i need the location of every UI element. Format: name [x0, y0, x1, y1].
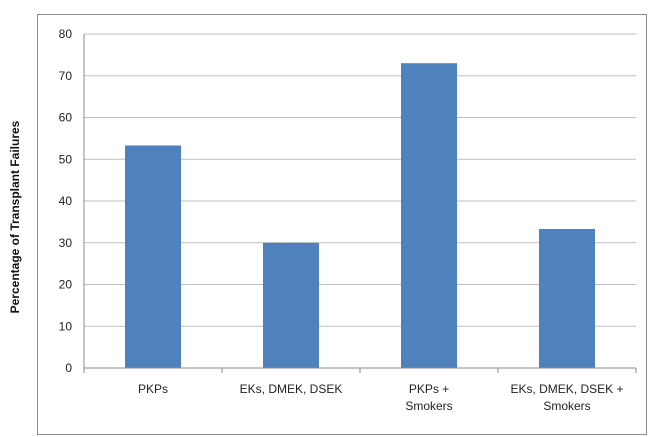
y-tick-labels: 0 10 20 30 40 50 60 70 80 [59, 27, 73, 375]
x-category-label: PKPs + [409, 382, 449, 396]
y-tick-label: 30 [59, 236, 73, 250]
bar [539, 228, 595, 368]
y-tick-label: 20 [59, 278, 73, 292]
x-category-label: Smokers [405, 399, 452, 413]
y-tick-label: 70 [59, 69, 73, 83]
y-tick-label: 50 [59, 152, 73, 166]
y-tick-label: 0 [65, 361, 72, 375]
bars [125, 63, 595, 368]
bar [401, 63, 457, 368]
bar [125, 145, 181, 368]
y-tick-label: 10 [59, 319, 73, 333]
bar [263, 242, 319, 368]
x-category-label: EKs, DMEK, DSEK [240, 382, 343, 396]
x-category-label: PKPs [138, 382, 168, 396]
y-tick-label: 80 [59, 27, 73, 41]
x-category-label: Smokers [543, 399, 590, 413]
y-tick-label: 40 [59, 194, 73, 208]
axes [83, 34, 637, 373]
y-tick-label: 60 [59, 111, 73, 125]
x-category-labels: PKPs EKs, DMEK, DSEK PKPs + Smokers EKs, DME… [138, 382, 624, 413]
x-category-label: EKs, DMEK, DSEK + [510, 382, 623, 396]
